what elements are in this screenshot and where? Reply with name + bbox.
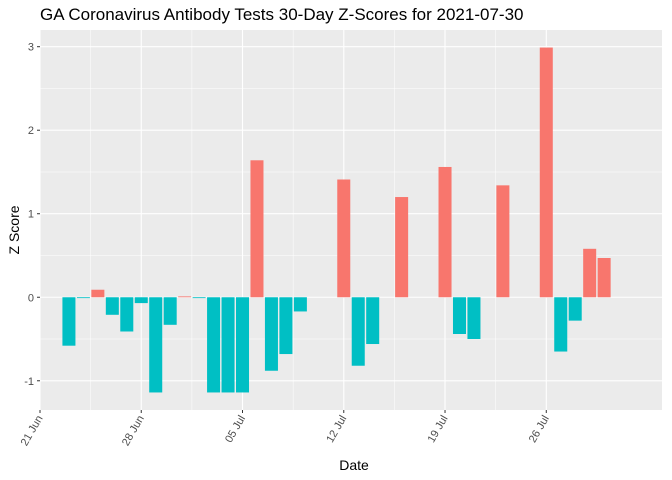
bar-2021-07-23: [496, 185, 510, 298]
y-axis: -1 0 1 2 3: [24, 42, 40, 388]
bar-2021-07-26: [539, 47, 553, 298]
bar-2021-07-03: [207, 297, 221, 393]
x-tick-label: 05 Jul: [223, 414, 248, 445]
bar-2021-07-29: [583, 248, 597, 298]
bar-2021-07-02: [192, 297, 206, 299]
bar-2021-07-28: [568, 297, 582, 321]
bar-2021-07-16: [395, 197, 409, 298]
x-tick-label: 28 Jun: [120, 414, 147, 449]
y-tick-label: 1: [28, 209, 34, 221]
x-tick-label: 12 Jul: [324, 414, 349, 445]
bar-2021-07-04: [221, 297, 235, 393]
bars-layer: [62, 47, 611, 393]
bar-2021-06-30: [163, 297, 177, 325]
bar-2021-07-27: [554, 297, 568, 352]
bar-2021-06-24: [76, 297, 90, 299]
x-tick-label: 26 Jul: [527, 414, 552, 445]
bar-2021-07-01: [178, 296, 192, 298]
y-tick-label: 3: [28, 42, 34, 54]
bar-2021-07-21: [467, 297, 481, 340]
y-tick-label: -1: [24, 376, 34, 388]
x-tick-label: 21 Jun: [19, 414, 46, 449]
x-axis: 21 Jun 28 Jun 05 Jul 12 Jul 19 Jul 26 Jul: [19, 410, 552, 448]
bar-2021-07-08: [279, 297, 293, 355]
chart-title: GA Coronavirus Antibody Tests 30-Day Z-S…: [40, 5, 523, 24]
bar-2021-06-25: [91, 289, 105, 298]
bar-2021-06-27: [120, 297, 134, 332]
bar-2021-07-20: [452, 297, 466, 334]
x-tick-label: 19 Jul: [426, 414, 451, 445]
y-tick-label: 2: [28, 125, 34, 137]
bar-2021-06-28: [134, 297, 148, 304]
bar-2021-07-12: [337, 179, 351, 298]
bar-2021-07-05: [236, 297, 250, 393]
bar-2021-06-23: [62, 297, 76, 346]
bar-2021-07-07: [264, 297, 278, 371]
bar-2021-07-19: [438, 166, 452, 298]
bar-2021-07-14: [366, 297, 380, 345]
bar-2021-07-13: [351, 297, 365, 366]
bar-2021-07-06: [250, 160, 264, 298]
y-tick-label: 0: [28, 292, 34, 304]
grid-minor-lines: [40, 30, 662, 410]
x-axis-title: Date: [339, 457, 369, 473]
bar-2021-07-30: [597, 258, 611, 298]
bar-2021-06-29: [149, 297, 163, 393]
bar-2021-06-26: [105, 297, 119, 315]
y-axis-title: Z Score: [6, 205, 22, 254]
bar-2021-07-09: [293, 297, 307, 312]
plot-panel: [40, 30, 662, 410]
